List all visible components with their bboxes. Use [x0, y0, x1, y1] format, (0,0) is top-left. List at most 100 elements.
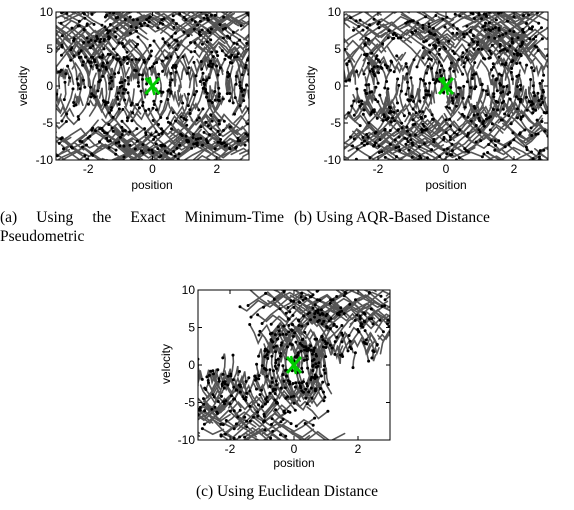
tree-node	[281, 373, 285, 376]
tree-edge	[97, 76, 102, 92]
tree-node	[219, 138, 223, 141]
tree-node	[519, 115, 523, 119]
tree-node	[204, 388, 208, 391]
tree-node	[172, 26, 176, 29]
tree-node	[407, 111, 411, 115]
tree-node	[253, 374, 257, 378]
tree-edge	[323, 305, 362, 325]
tree-node	[320, 312, 324, 315]
tree-node	[529, 78, 533, 81]
tree-edge	[489, 91, 503, 114]
tree-node	[238, 104, 242, 108]
tree-edge	[361, 117, 394, 144]
tree-node	[161, 69, 165, 73]
tree-node	[257, 377, 261, 381]
tree-edge	[228, 74, 231, 91]
tree-edge	[348, 53, 363, 81]
tree-node	[195, 118, 199, 122]
tree-node	[117, 107, 121, 111]
tree-edge	[510, 71, 514, 86]
tree-node	[106, 31, 110, 35]
tree-node	[216, 0, 219, 2]
tree-edge	[504, 72, 511, 94]
tree-node	[150, 148, 154, 152]
tree-node	[228, 146, 232, 150]
tree-node	[51, 57, 54, 60]
tree-node	[320, 322, 324, 326]
tree-node	[194, 137, 198, 141]
tree-edge	[486, 151, 502, 160]
tree-node	[178, 143, 182, 147]
tree-node	[232, 397, 236, 401]
tree-node	[244, 63, 248, 67]
tree-node	[503, 112, 507, 116]
tree-node	[421, 78, 425, 82]
tree-node	[514, 95, 518, 99]
tree-node	[425, 127, 429, 131]
tree-node	[394, 34, 398, 37]
tree-node	[482, 152, 486, 156]
x-tick-label: -2	[373, 162, 384, 176]
tree-node	[549, 164, 552, 167]
tree-node	[185, 169, 188, 172]
tree-node	[231, 101, 235, 105]
tree-node	[370, 110, 374, 114]
tree-node	[94, 39, 97, 43]
tree-node	[44, 31, 47, 34]
tree-node	[186, 104, 190, 108]
caption-b: (b) Using AQR-Based Distance	[294, 209, 490, 226]
tree-edge	[486, 84, 495, 104]
tree-node	[341, 42, 344, 45]
tree-edge	[409, 139, 456, 158]
tree-node	[511, 59, 515, 63]
tree-node	[221, 356, 225, 360]
tree-node	[508, 44, 512, 48]
tree-node	[241, 3, 244, 6]
tree-node	[386, 64, 389, 68]
tree-node	[78, 87, 82, 91]
tree-node	[508, 29, 512, 33]
tree-edge	[151, 12, 174, 21]
y-tick-label: 5	[334, 42, 341, 56]
tree-node	[335, 335, 339, 339]
tree-node	[389, 120, 393, 124]
tree-edge	[467, 125, 504, 145]
tree-node	[275, 400, 279, 404]
tree-node	[379, 294, 383, 298]
tree-node	[209, 113, 213, 117]
tree-node	[89, 95, 93, 99]
tree-node	[333, 136, 336, 139]
tree-node	[113, 30, 117, 34]
tree-edge	[475, 71, 483, 87]
tree-node	[430, 148, 434, 152]
tree-node	[370, 51, 374, 55]
tree-node	[368, 317, 371, 321]
tree-node	[279, 433, 282, 437]
tree-node	[274, 379, 278, 383]
tree-edge	[266, 341, 278, 357]
tree-node	[367, 359, 371, 363]
tree-node	[305, 384, 309, 388]
tree-node	[90, 92, 94, 96]
tree-node	[87, 102, 90, 106]
tree-node	[83, 16, 87, 20]
tree-node	[160, 18, 164, 22]
y-axis-label: velocity	[304, 66, 318, 106]
tree-node	[502, 85, 506, 89]
tree-edge	[315, 383, 325, 402]
y-tick-label: 0	[188, 358, 195, 372]
tree-node	[248, 419, 252, 423]
y-tick-label: 5	[188, 321, 195, 335]
tree-node	[469, 86, 473, 90]
tree-node	[380, 304, 384, 308]
tree-node	[300, 389, 304, 393]
tree-node	[377, 71, 380, 75]
tree-node	[432, 137, 436, 141]
caption-a: (a) Using the Exact Minimum-Time Pseudom…	[0, 209, 284, 245]
tree-node	[222, 128, 225, 132]
tree-node	[489, 139, 493, 143]
tree-node	[204, 120, 208, 124]
tree-edge	[321, 302, 357, 319]
tree-node	[2, 0, 5, 1]
tree-node	[284, 396, 288, 400]
